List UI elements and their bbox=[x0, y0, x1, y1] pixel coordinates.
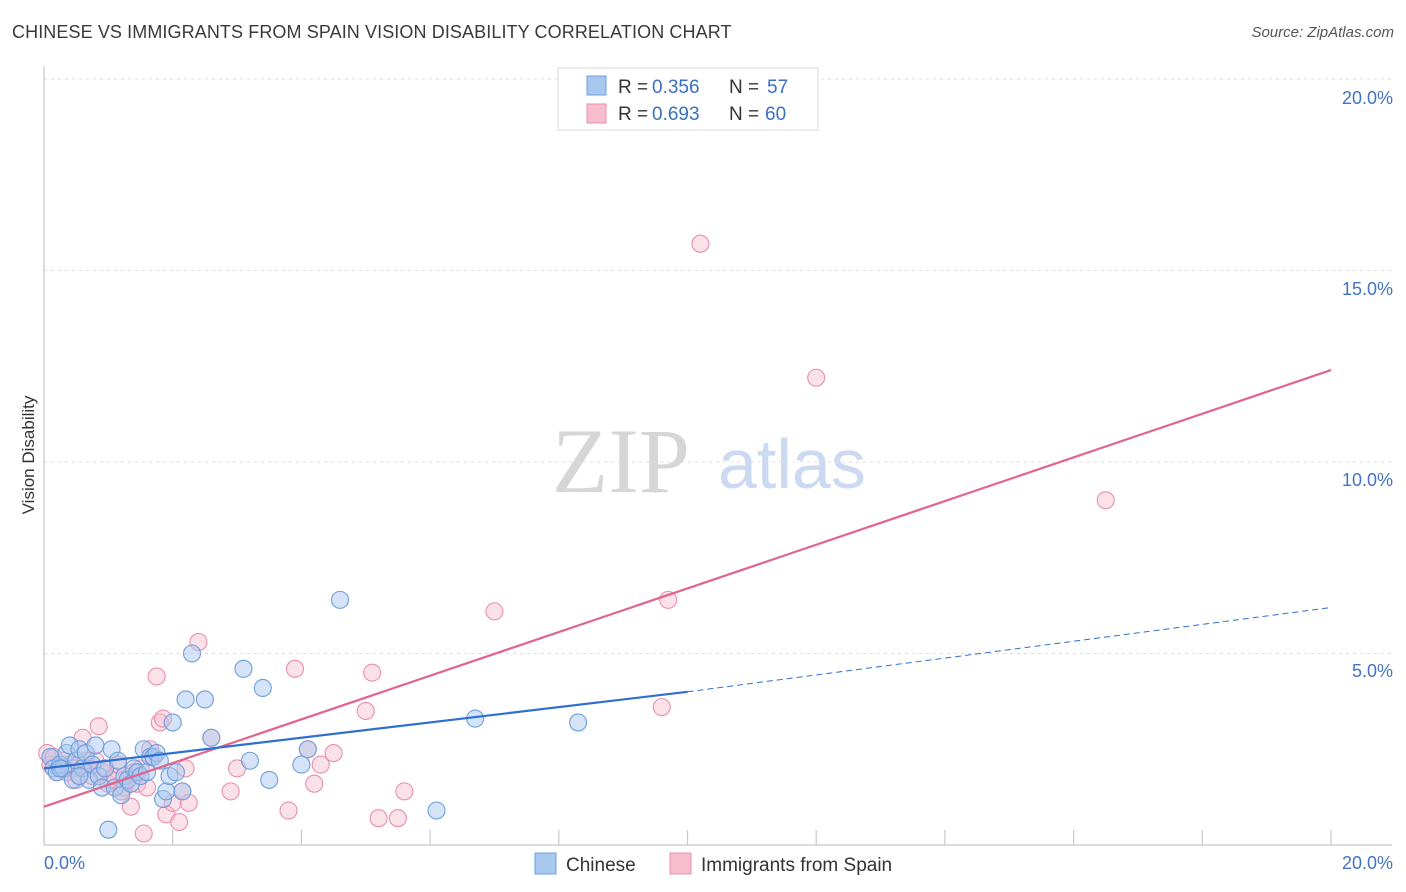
axis-layer bbox=[43, 66, 1392, 846]
blue-square-icon bbox=[586, 75, 607, 96]
spain-point-50 bbox=[305, 774, 324, 793]
spain-point-39 bbox=[170, 812, 189, 832]
legend-r-label-chinese: R = bbox=[618, 77, 648, 98]
legend-r-label-spain: R = bbox=[618, 104, 648, 125]
chinese-point-54 bbox=[569, 713, 588, 732]
bottom-legend-spain: Immigrants from Spain bbox=[701, 855, 892, 876]
chinese-point-52 bbox=[427, 801, 446, 820]
trend-layer bbox=[43, 369, 1332, 808]
spain-point-53 bbox=[356, 701, 375, 721]
chinese-point-44 bbox=[202, 728, 221, 747]
chinese-legend-swatch-icon bbox=[534, 852, 557, 875]
spain-point-61 bbox=[807, 368, 826, 387]
legend-n-label-chinese: N = bbox=[729, 77, 759, 98]
spain-point-16 bbox=[89, 717, 108, 736]
y-axis-title: Vision Disability bbox=[19, 395, 38, 514]
y-tick-label-10: 10.0% bbox=[1342, 470, 1393, 490]
chart-title: CHINESE VS IMMIGRANTS FROM SPAIN VISION … bbox=[12, 22, 732, 42]
legend-n-label-spain: N = bbox=[729, 104, 759, 125]
grid-layer bbox=[44, 78, 1392, 654]
chinese-point-42 bbox=[182, 644, 202, 663]
chinese-point-38 bbox=[163, 713, 182, 732]
spain-point-45 bbox=[221, 782, 240, 801]
spain-point-60 bbox=[691, 234, 710, 253]
spain-legend-swatch-icon bbox=[669, 852, 692, 875]
spain-trend-line bbox=[43, 369, 1332, 808]
legend-n-value-spain: 60 bbox=[765, 104, 786, 125]
spain-points bbox=[38, 234, 1115, 843]
y-tick-label-20: 20.0% bbox=[1342, 88, 1393, 108]
legend-n-value-chinese: 57 bbox=[767, 77, 788, 98]
chinese-point-39 bbox=[166, 763, 185, 782]
spain-point-51 bbox=[311, 755, 330, 774]
chinese-point-41 bbox=[176, 690, 195, 709]
legend-r-value-chinese: 0.356 bbox=[652, 77, 700, 98]
watermark-zip: ZIP bbox=[552, 410, 690, 512]
bottom-legend-chinese: Chinese bbox=[566, 855, 636, 876]
spain-point-63 bbox=[388, 809, 407, 828]
chinese-point-51 bbox=[330, 590, 350, 609]
tick-label-layer: 20.0% 15.0% 10.0% 5.0% 0.0% 20.0% bbox=[44, 88, 1393, 873]
bottom-legend: Chinese Immigrants from Spain bbox=[534, 852, 892, 876]
chinese-point-48 bbox=[260, 770, 279, 789]
spain-point-56 bbox=[395, 782, 414, 801]
spain-point-48 bbox=[285, 659, 305, 678]
chinese-point-43 bbox=[195, 690, 214, 709]
spain-point-55 bbox=[369, 809, 388, 828]
chart-source: Source: ZipAtlas.com bbox=[1251, 24, 1394, 41]
spain-point-34 bbox=[147, 667, 166, 686]
top-legend: R = 0.356 N = 57 R = 0.693 N = 60 bbox=[557, 67, 819, 131]
x-tick-label-max: 20.0% bbox=[1342, 853, 1393, 873]
chinese-trend-extension bbox=[687, 607, 1332, 693]
spain-point-47 bbox=[279, 801, 298, 820]
y-tick-label-15: 15.0% bbox=[1342, 279, 1393, 299]
legend-r-value-spain: 0.693 bbox=[652, 104, 700, 125]
spain-point-57 bbox=[485, 602, 504, 621]
chinese-point-49 bbox=[292, 755, 311, 774]
spain-point-52 bbox=[324, 744, 343, 763]
spain-point-30 bbox=[134, 824, 153, 843]
chinese-point-14 bbox=[86, 736, 105, 755]
chinese-point-50 bbox=[298, 740, 317, 759]
chinese-point-55 bbox=[51, 759, 70, 778]
chinese-point-56 bbox=[70, 767, 89, 786]
chinese-trend-line bbox=[43, 690, 688, 770]
chinese-point-18 bbox=[99, 820, 118, 839]
y-tick-label-5: 5.0% bbox=[1352, 661, 1393, 681]
chinese-point-47 bbox=[253, 678, 272, 698]
chinese-point-45 bbox=[234, 659, 253, 678]
spain-point-54 bbox=[363, 663, 382, 682]
spain-point-62 bbox=[1096, 491, 1115, 510]
pink-square-icon bbox=[586, 103, 607, 124]
spain-point-58 bbox=[652, 698, 671, 717]
chinese-point-36 bbox=[157, 782, 176, 801]
watermark-atlas: atlas bbox=[718, 425, 866, 503]
chinese-point-40 bbox=[173, 782, 192, 801]
x-tick-label-min: 0.0% bbox=[44, 853, 85, 873]
chinese-point-46 bbox=[240, 751, 259, 770]
